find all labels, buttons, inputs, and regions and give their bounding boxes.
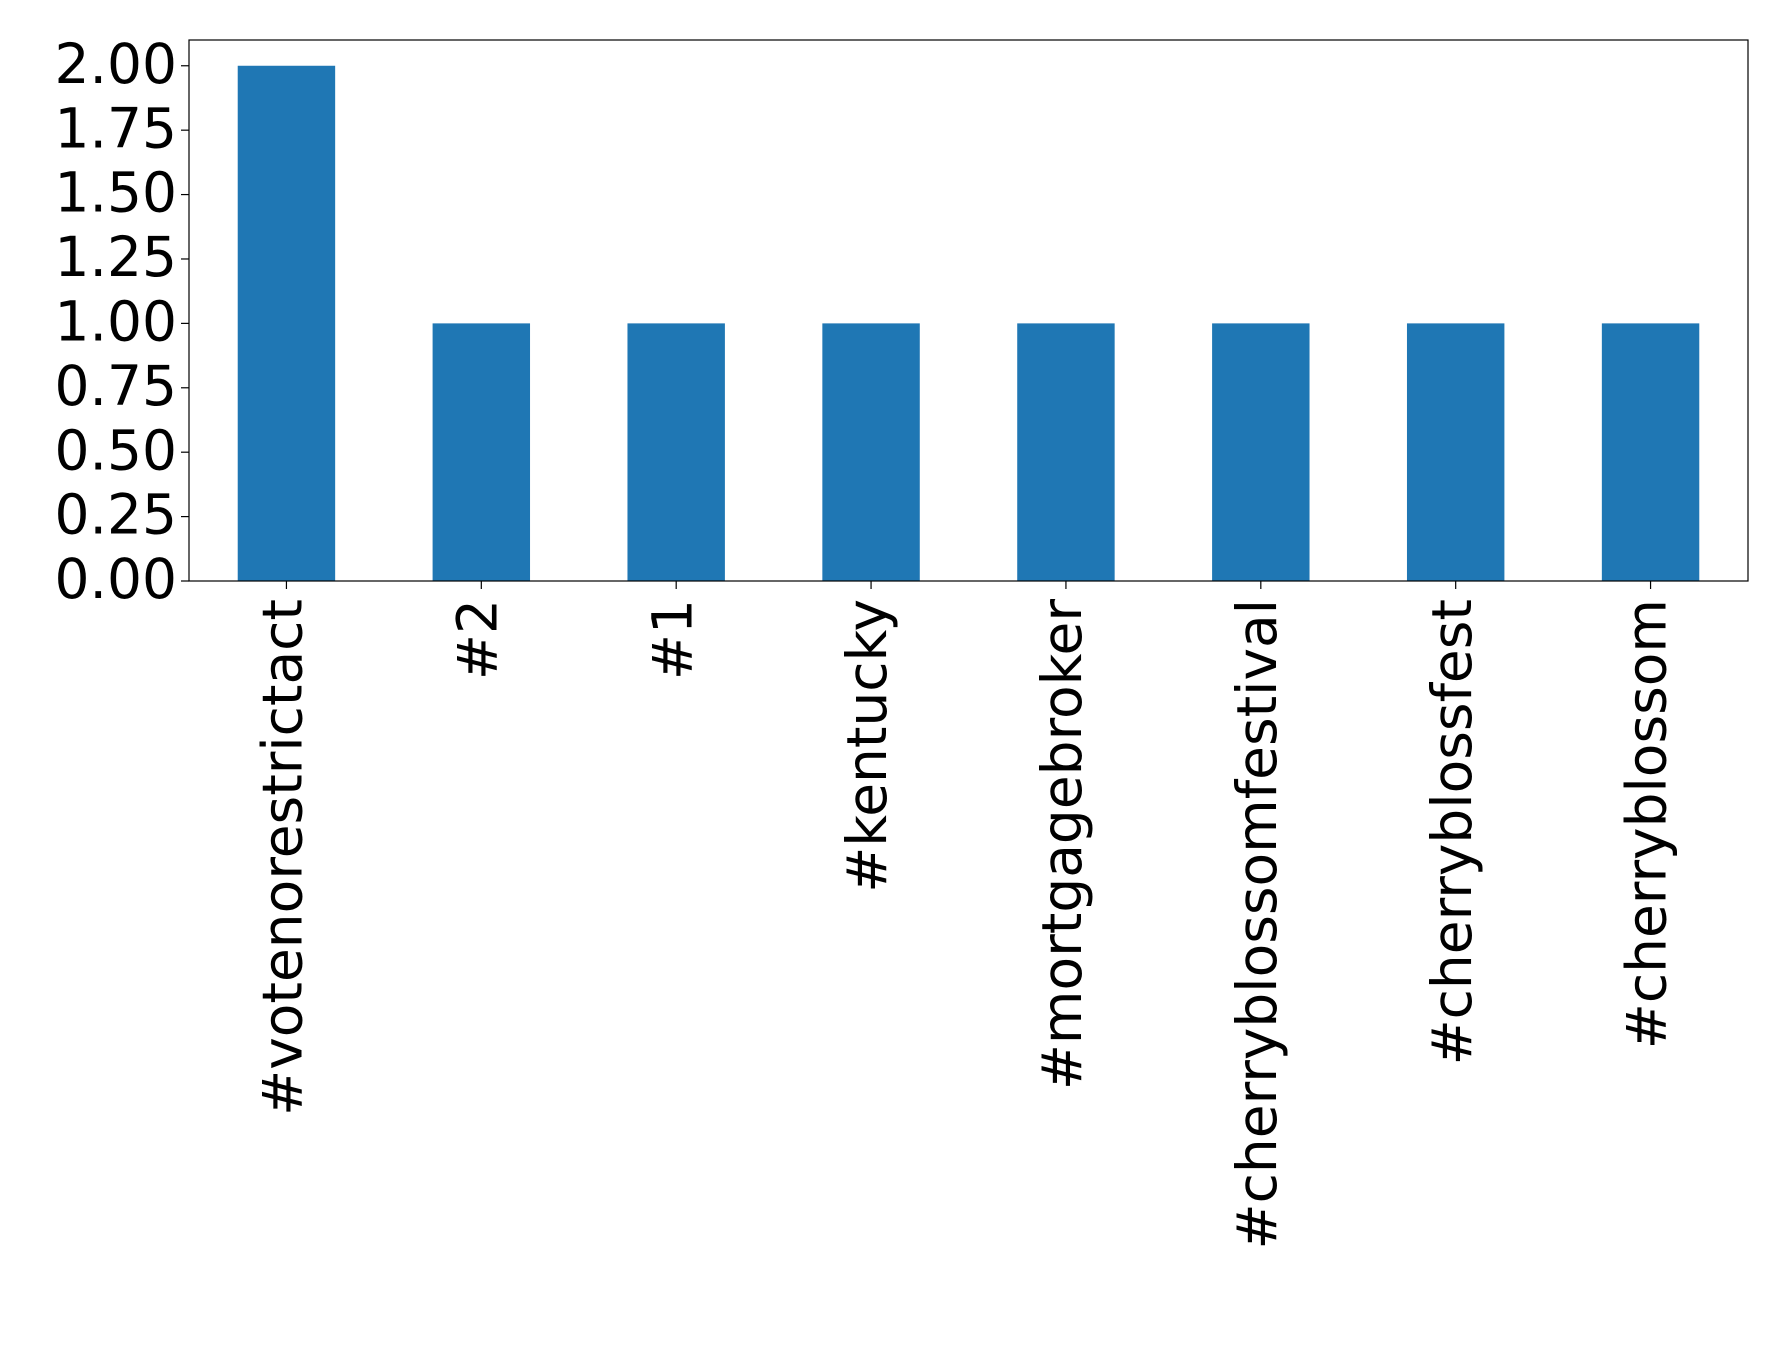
bar <box>1406 323 1505 581</box>
bar <box>432 323 531 581</box>
y-tick-label: 0.00 <box>55 547 177 611</box>
x-tick-label: #kentucky <box>835 599 899 893</box>
plot-frame <box>188 39 1749 582</box>
y-tick-label: 2.00 <box>55 32 177 96</box>
x-tick-label: #cherryblossfest <box>1420 599 1484 1065</box>
bar <box>1601 323 1700 581</box>
bar <box>1212 323 1310 581</box>
x-tick-label: #cherryblossomfestival <box>1225 599 1289 1249</box>
x-tick-label: #1 <box>640 599 704 680</box>
y-tick-label: 1.75 <box>55 96 177 160</box>
bar <box>237 65 336 581</box>
x-tick-label: #votenorestrictact <box>251 599 315 1116</box>
y-tick-label: 0.25 <box>55 483 177 547</box>
bar <box>822 323 920 581</box>
x-tick-label: #mortgagebroker <box>1030 599 1094 1091</box>
y-tick-label: 1.00 <box>55 290 177 354</box>
y-tick-label: 0.75 <box>55 354 177 418</box>
x-tick-label: #cherryblossom <box>1615 599 1679 1049</box>
y-tick-label: 0.50 <box>55 418 177 482</box>
x-tick-label: #2 <box>445 599 509 680</box>
y-tick-label: 1.50 <box>55 161 177 225</box>
y-tick-label: 1.25 <box>55 225 177 289</box>
bar <box>627 323 725 581</box>
bar <box>1017 323 1115 581</box>
